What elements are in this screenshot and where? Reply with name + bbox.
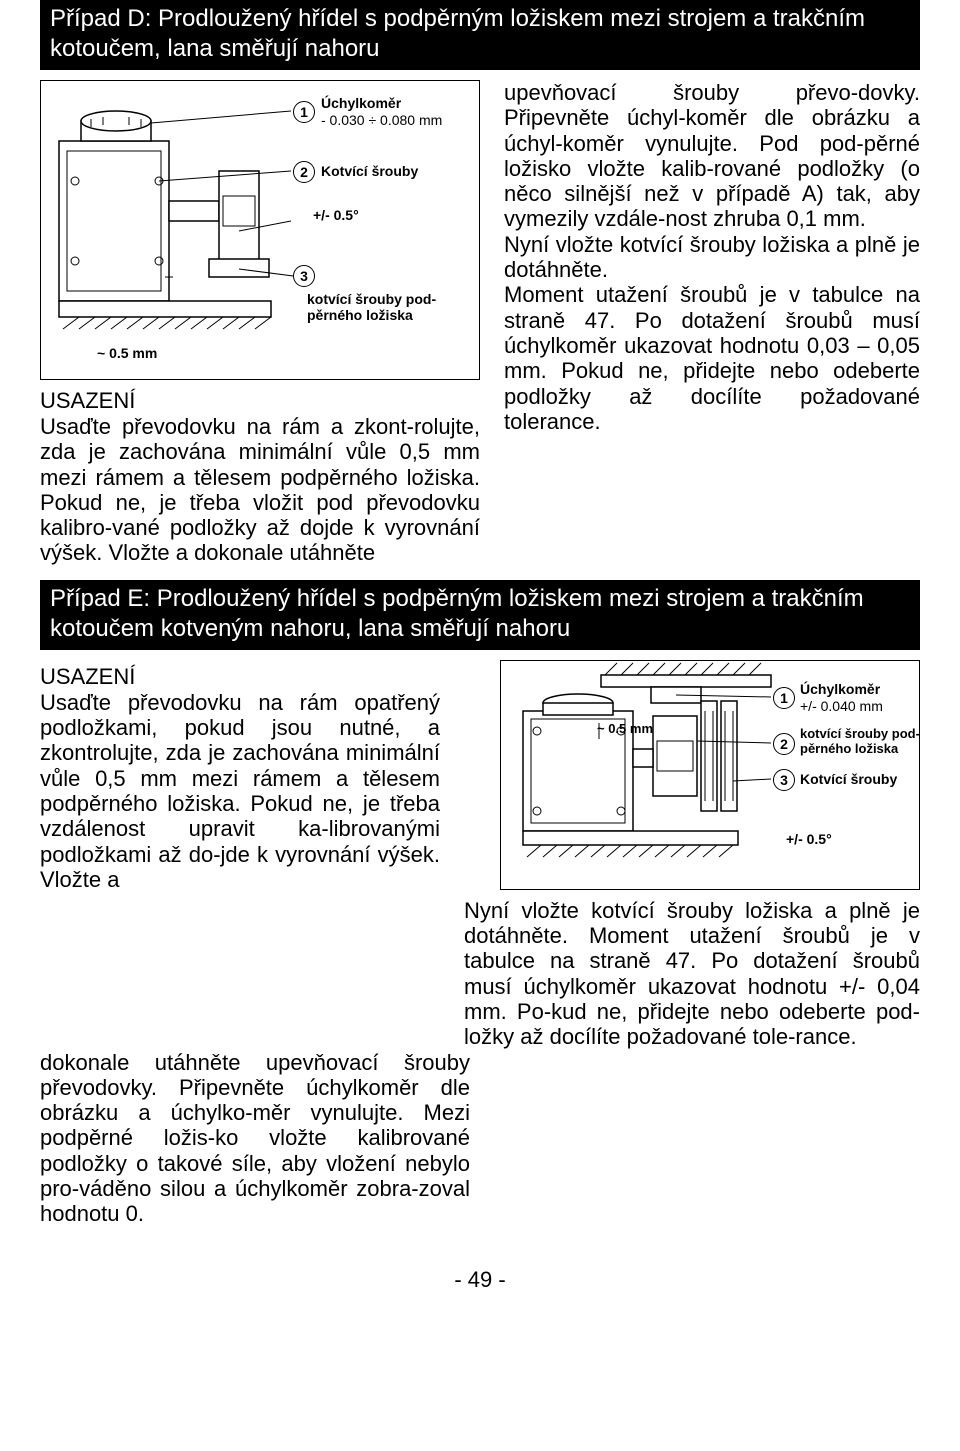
- page-number: - 49 -: [40, 1267, 920, 1293]
- fig-e-badge-3: 3: [773, 769, 795, 791]
- section-e-left-col: USAZENÍ Usaďte převodovku na rám opatřen…: [40, 660, 440, 892]
- section-d-banner: Případ D: Prodloužený hřídel s podpěrným…: [40, 0, 920, 70]
- fig-e-angle: +/- 0.5°: [786, 831, 832, 847]
- fig-d-badge-1: 1: [293, 101, 315, 123]
- figure-e: 1 Úchylkoměr +/- 0.040 mm ~ 0.5 mm 2 kot…: [500, 660, 920, 890]
- fig-d-label-3: kotvící šrouby pod- pěrného ložiska: [307, 291, 436, 323]
- section-e-left-text1: Usaďte převodovku na rám opatřený podlož…: [40, 690, 440, 892]
- figure-d: 1 Úchylkoměr - 0.030 ÷ 0.080 mm 2 Kotvíc…: [40, 80, 480, 380]
- section-d-left-col: 1 Úchylkoměr - 0.030 ÷ 0.080 mm 2 Kotvíc…: [40, 80, 480, 566]
- section-e-heading: USAZENÍ: [40, 664, 440, 690]
- fig-e-label-3: Kotvící šrouby: [800, 771, 897, 787]
- section-d-right-text1: upevňovací šrouby převo-dovky. Připevnět…: [504, 80, 920, 282]
- fig-d-gap: ~ 0.5 mm: [97, 345, 157, 361]
- section-e-banner: Případ E: Prodloužený hřídel s podpěrným…: [40, 580, 920, 650]
- section-e-right-col: 1 Úchylkoměr +/- 0.040 mm ~ 0.5 mm 2 kot…: [464, 660, 920, 1050]
- section-d-heading: USAZENÍ: [40, 388, 480, 414]
- section-e-columns: USAZENÍ Usaďte převodovku na rám opatřen…: [40, 660, 920, 1050]
- fig-e-badge-1: 1: [773, 687, 795, 709]
- fig-e-sub-1: +/- 0.040 mm: [800, 699, 883, 714]
- fig-d-label-2: Kotvící šrouby: [321, 163, 418, 179]
- fig-d-badge-3: 3: [293, 265, 315, 287]
- section-d-columns: 1 Úchylkoměr - 0.030 ÷ 0.080 mm 2 Kotvíc…: [40, 80, 920, 566]
- fig-d-label-1: Úchylkoměr: [321, 95, 401, 111]
- section-d-right-text2: Moment utažení šroubů je v tabulce na st…: [504, 282, 920, 434]
- fig-d-sub-1: - 0.030 ÷ 0.080 mm: [321, 113, 442, 128]
- section-e-right-text: Nyní vložte kotvící šrouby ložiska a pln…: [464, 898, 920, 1050]
- fig-e-label-2: kotvící šrouby pod- pěrného ložiska: [800, 727, 920, 757]
- section-d-right-col: upevňovací šrouby převo-dovky. Připevnět…: [504, 80, 920, 434]
- section-e-left-text2: dokonale utáhněte upevňovací šrouby přev…: [40, 1050, 470, 1227]
- fig-d-badge-2: 2: [293, 161, 315, 183]
- fig-e-badge-2: 2: [773, 733, 795, 755]
- fig-e-label-1: Úchylkoměr: [800, 681, 880, 697]
- section-d-left-text: Usaďte převodovku na rám a zkont-rolujte…: [40, 414, 480, 566]
- fig-e-gap: ~ 0.5 mm: [597, 721, 653, 736]
- fig-d-angle: +/- 0.5°: [313, 207, 359, 223]
